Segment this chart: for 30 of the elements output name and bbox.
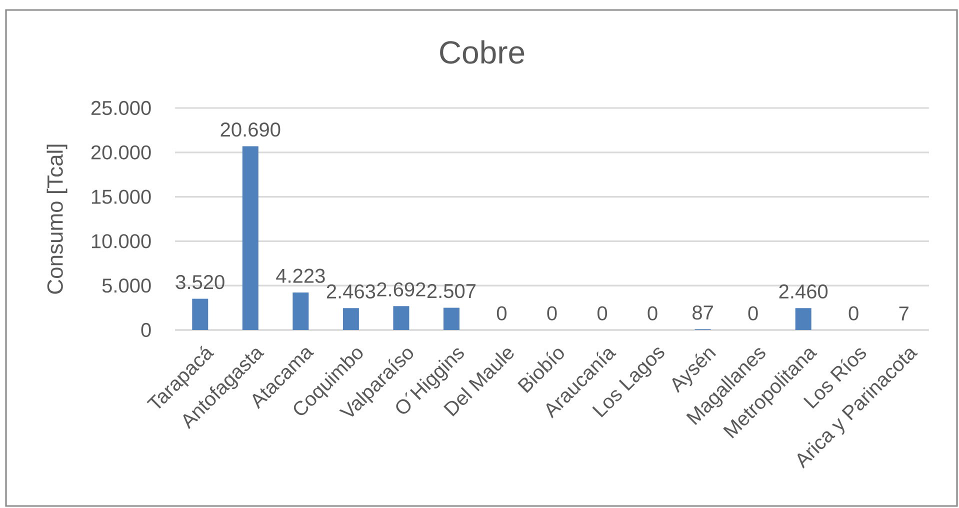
y-axis-title: Consumo [Tcal]: [46, 144, 68, 294]
data-label: 0: [648, 306, 658, 320]
bar: [443, 308, 460, 330]
data-label: 20.690: [220, 122, 280, 137]
bar: [192, 298, 208, 330]
y-tick-label: 0: [141, 322, 151, 338]
bar: [342, 308, 359, 330]
bar: [292, 292, 309, 330]
y-tick-label: 20.000: [91, 145, 151, 160]
y-tick-label: 5.000: [102, 278, 151, 293]
y-tick-label: 10.000: [92, 234, 151, 248]
data-label: 2.463: [326, 284, 376, 299]
data-label: 3.520: [176, 274, 224, 290]
data-label: 2.692: [377, 282, 426, 296]
data-label: 87: [692, 305, 713, 320]
bar: [242, 146, 258, 330]
data-label: 0: [496, 306, 507, 320]
data-label: 0: [597, 306, 608, 320]
y-tick-label: 15.000: [92, 190, 151, 204]
data-label: 4.223: [276, 268, 325, 283]
data-label: 0: [848, 306, 858, 320]
data-label: 7: [899, 306, 908, 320]
chart-title: Cobre: [440, 40, 524, 64]
data-label: 2.507: [427, 284, 476, 298]
data-label: 2.460: [779, 284, 828, 299]
data-label: 0: [748, 306, 758, 320]
bar: [393, 306, 410, 330]
bar: [795, 308, 812, 330]
data-label: 0: [547, 306, 557, 320]
y-tick-label: 25.000: [91, 100, 151, 116]
